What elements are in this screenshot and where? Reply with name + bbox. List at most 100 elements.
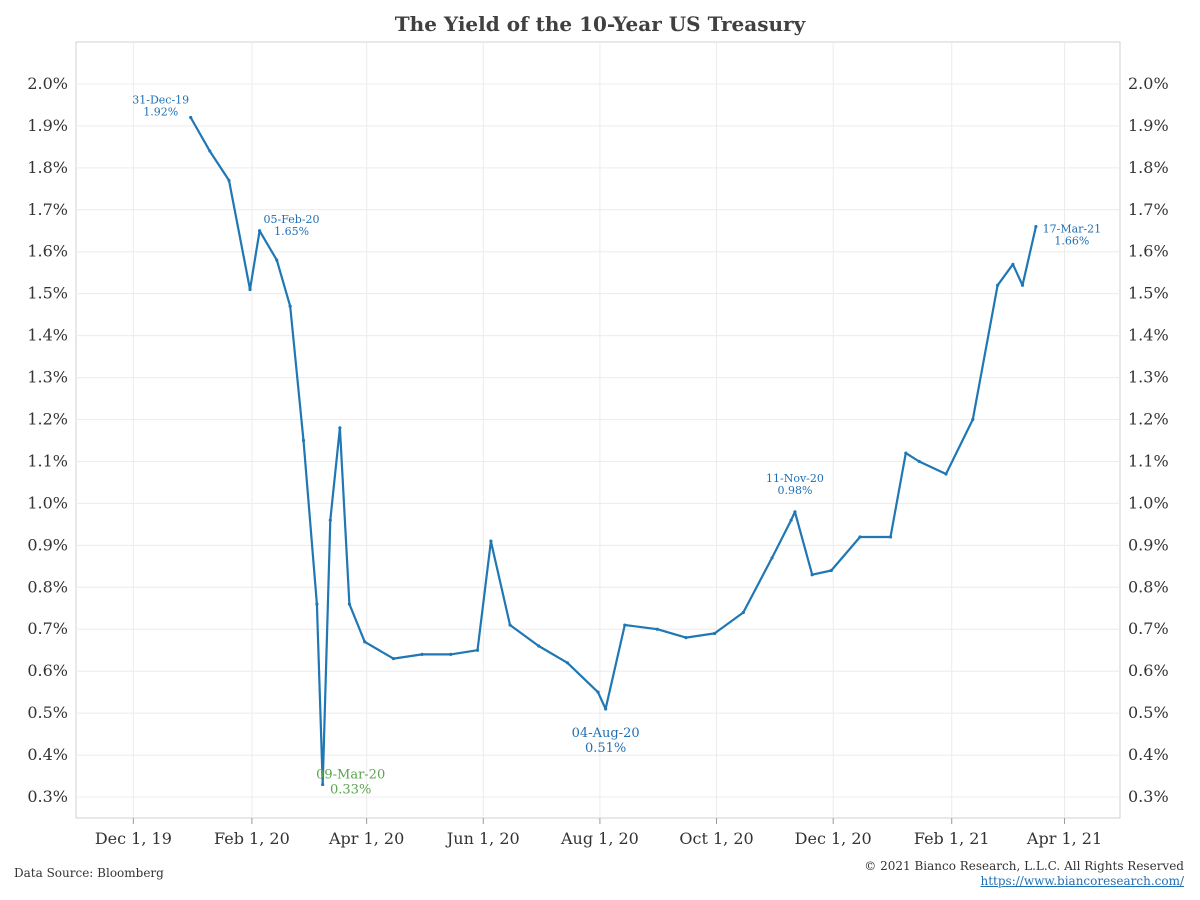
yield-data-point	[489, 539, 493, 543]
annotations-layer: 31-Dec-191.92% 05-Feb-201.65% 09-Mar-200.3…	[132, 94, 1101, 798]
x-tick-label: Aug 1, 20	[560, 829, 639, 848]
yield-data-point	[508, 623, 512, 627]
website-link[interactable]: https://www.biancoresearch.com/	[980, 874, 1184, 888]
data-source-note: Data Source: Bloomberg	[14, 866, 164, 880]
y-tick-label-right: 1.9%	[1128, 116, 1169, 135]
x-tick-label: Oct 1, 20	[679, 829, 753, 848]
y-tick-label-left: 2.0%	[27, 74, 68, 93]
x-tick-label: Feb 1, 20	[214, 829, 290, 848]
yield-data-point	[275, 258, 279, 262]
y-tick-label-right: 1.5%	[1128, 284, 1169, 303]
plot-frame	[75, 41, 1121, 819]
x-tick-label: Jun 1, 20	[445, 829, 520, 848]
yield-data-point	[315, 602, 319, 606]
y-tick-label-right: 1.6%	[1128, 242, 1169, 261]
y-tick-label-left: 1.9%	[27, 116, 68, 135]
chart-title: The Yield of the 10-Year US Treasury	[394, 12, 806, 36]
annotation-value: 1.66%	[1054, 235, 1089, 248]
y-tick-label-left: 1.1%	[27, 451, 68, 470]
yield-data-point	[793, 510, 797, 514]
yield-series-line	[189, 116, 1037, 786]
y-tick-label-right: 1.3%	[1128, 368, 1169, 387]
y-tick-label-left: 1.0%	[27, 493, 68, 512]
yield-data-point	[770, 556, 774, 560]
annotation-date: 09-Mar-20	[316, 767, 385, 782]
y-tick-label-right: 0.4%	[1128, 745, 1169, 764]
yield-data-point	[288, 304, 292, 308]
yield-data-point	[321, 782, 325, 787]
yield-data-point	[623, 623, 627, 627]
y-tick-label-left: 0.4%	[27, 745, 68, 764]
y-tick-label-left: 0.9%	[27, 535, 68, 554]
yield-data-point	[971, 417, 975, 422]
yield-data-point	[789, 518, 793, 522]
yield-data-point	[1020, 283, 1025, 287]
yield-data-point	[347, 602, 352, 606]
y-tick-label-left: 1.5%	[27, 284, 68, 303]
yield-data-point	[565, 661, 570, 665]
yield-data-point	[655, 627, 659, 631]
y-tick-label-left: 0.8%	[27, 577, 68, 596]
yield-data-point	[537, 644, 541, 648]
y-tick-label-left: 1.2%	[27, 410, 68, 429]
y-tick-label-right: 1.8%	[1128, 158, 1169, 177]
x-tick-label: Dec 1, 20	[795, 829, 872, 848]
y-tick-label-left: 1.8%	[27, 158, 68, 177]
y-tick-label-right: 0.7%	[1128, 619, 1169, 638]
yield-data-point	[713, 631, 717, 636]
yield-data-point	[338, 426, 342, 430]
copyright-block: © 2021 Bianco Research, L.L.C. All Right…	[864, 859, 1184, 889]
y-tick-label-left: 0.7%	[27, 619, 68, 638]
annotation-value: 1.65%	[274, 225, 309, 238]
x-tick-label: Apr 1, 20	[328, 829, 404, 848]
yield-data-point	[829, 568, 833, 573]
x-tick-label: Dec 1, 19	[95, 829, 172, 848]
yield-data-point	[917, 459, 921, 464]
y-tick-label-left: 1.6%	[27, 242, 68, 261]
yield-data-point	[604, 707, 608, 711]
y-tick-label-left: 1.7%	[27, 200, 68, 219]
axes: 0.3% 0.3% 0.4% 0.4% 0.5% 0.5% 0.6% 0.6% 0.7% 0.7%…	[27, 74, 1168, 848]
y-tick-label-right: 0.9%	[1128, 535, 1169, 554]
y-tick-label-right: 2.0%	[1128, 74, 1169, 93]
y-tick-label-left: 1.4%	[27, 326, 68, 345]
yield-data-point	[1011, 262, 1015, 266]
annotation-value: 0.33%	[330, 782, 371, 797]
yield-data-point	[227, 178, 231, 183]
yield-data-point	[858, 535, 862, 539]
y-tick-label-left: 0.3%	[27, 787, 68, 806]
y-tick-label-left: 0.5%	[27, 703, 68, 722]
yield-data-point	[904, 451, 908, 455]
yield-data-point	[248, 287, 252, 292]
copyright-text: © 2021 Bianco Research, L.L.C. All Right…	[864, 859, 1184, 873]
y-tick-label-right: 0.8%	[1128, 577, 1169, 596]
grid-lines	[75, 41, 1121, 819]
yield-data-point	[257, 229, 262, 233]
yield-data-point	[328, 518, 332, 522]
annotation-date: 31-Dec-19	[132, 94, 189, 107]
yield-data-point	[449, 652, 453, 657]
yield-data-point	[1034, 224, 1038, 229]
annotation-value: 1.92%	[143, 106, 178, 119]
yield-data-point	[944, 472, 948, 476]
y-tick-label-left: 1.3%	[27, 368, 68, 387]
yield-data-point	[208, 149, 212, 153]
annotation-date: 04-Aug-20	[572, 726, 640, 741]
yield-data-point	[363, 640, 367, 644]
series-layer	[189, 115, 1038, 787]
annotation-value: 0.51%	[585, 741, 626, 756]
annotation-value: 0.98%	[777, 484, 812, 497]
yield-data-point	[420, 652, 424, 657]
y-tick-label-right: 1.0%	[1128, 493, 1169, 512]
y-tick-label-left: 0.6%	[27, 661, 68, 680]
annotation-date: 17-Mar-21	[1043, 223, 1102, 236]
y-tick-label-right: 0.3%	[1128, 787, 1169, 806]
y-tick-label-right: 1.4%	[1128, 326, 1169, 345]
y-tick-label-right: 1.1%	[1128, 451, 1169, 470]
yield-data-point	[391, 657, 396, 661]
y-tick-label-right: 1.2%	[1128, 410, 1169, 429]
yield-data-point	[888, 535, 893, 539]
y-tick-label-right: 0.5%	[1128, 703, 1169, 722]
yield-data-point	[475, 648, 480, 652]
